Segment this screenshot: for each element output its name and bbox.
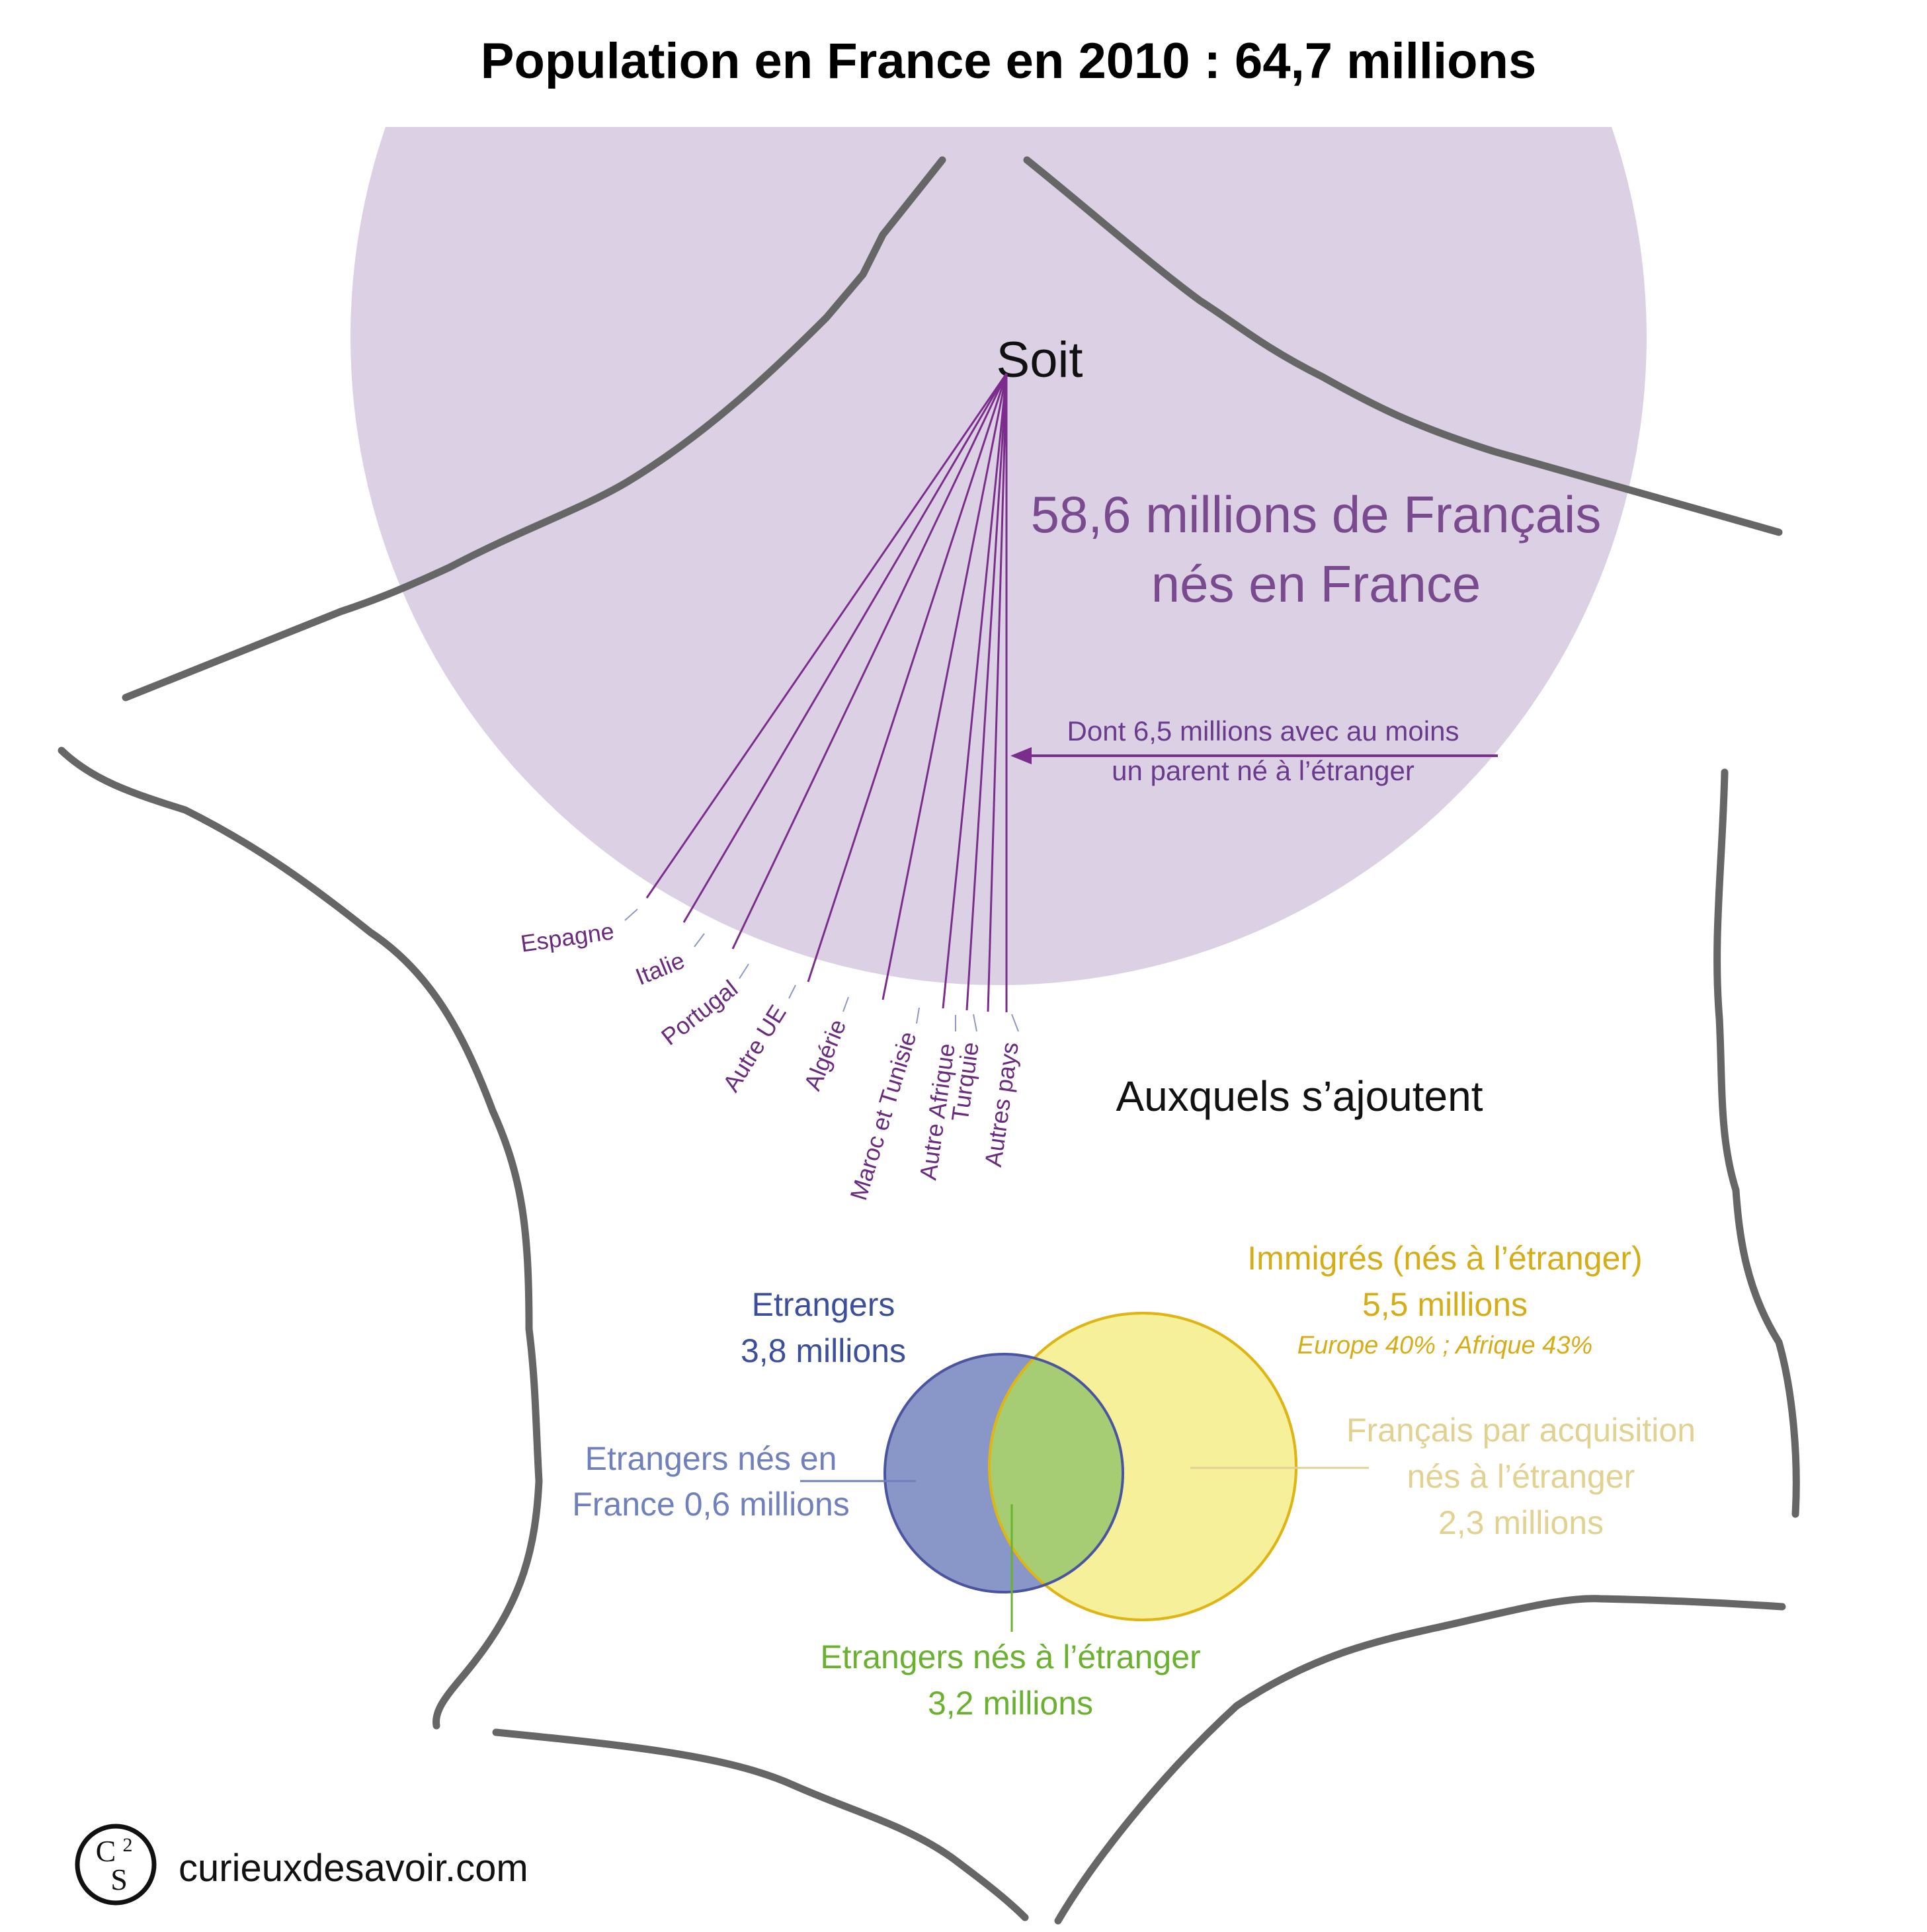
- french-born-label-line2: nés en France: [1151, 555, 1481, 613]
- tick-italie: [694, 933, 705, 947]
- auxquels-label: Auxquels s’ajoutent: [1116, 1072, 1483, 1120]
- fan-line-italie: [682, 373, 1008, 923]
- country-label-alg-rie: Algérie: [798, 1016, 851, 1094]
- french-born-label-line1: 58,6 millions de Français: [1031, 485, 1602, 543]
- francais-acquisition-line2: nés à l’étranger: [1407, 1458, 1635, 1495]
- logo-letter-s: S: [110, 1863, 128, 1896]
- tick-portugal: [739, 963, 749, 979]
- blue-circle-outline: [883, 1353, 1124, 1593]
- tick-espagne: [624, 908, 638, 921]
- etrangers-label-line1: Etrangers: [752, 1286, 895, 1323]
- yellow-circle-outline: [988, 1312, 1297, 1621]
- fan-line-maroc-et-tunisie: [942, 373, 1008, 1009]
- country-label-autres-pays: Autres pays: [979, 1040, 1024, 1168]
- francais-acquisition-line3: 2,3 millions: [1438, 1504, 1604, 1541]
- site-url[interactable]: curieuxdesavoir.com: [179, 1847, 528, 1890]
- etrangers-nes-etranger-line2: 3,2 millions: [928, 1685, 1093, 1722]
- fan-line-espagne: [645, 373, 1008, 899]
- c2s-logo: C 2 S: [75, 1824, 157, 1906]
- fan-line-turquie: [987, 373, 1008, 1012]
- page-title: Population en France en 2010 : 64,7 mill…: [481, 33, 1536, 89]
- country-label-autre-ue: Autre UE: [718, 1000, 792, 1097]
- country-label-italie: Italie: [632, 946, 688, 990]
- fan-line-portugal: [731, 373, 1008, 949]
- immigres-label-line1: Immigrés (nés à l’étranger): [1247, 1240, 1642, 1277]
- francais-acquisition-line1: Français par acquisition: [1346, 1412, 1696, 1449]
- border-south-east: [1054, 1595, 1786, 1925]
- tick-autres-pays: [1011, 1014, 1019, 1032]
- fan-line-autre-ue: [807, 373, 1008, 983]
- green-overlap: [989, 1354, 1123, 1592]
- tick-turquie: [973, 1014, 977, 1032]
- country-label-espagne: Espagne: [519, 917, 616, 957]
- etrangers-label-line2: 3,8 millions: [741, 1332, 906, 1369]
- fan-line-alg-rie: [882, 373, 1008, 1000]
- etrangers-nes-etranger-line1: Etrangers nés à l’étranger: [820, 1638, 1200, 1675]
- border-south-west: [492, 1728, 1029, 1921]
- country-label-portugal: Portugal: [656, 975, 743, 1051]
- etrangers-nes-france-line1: Etrangers nés en: [585, 1440, 837, 1477]
- fan-line-autre-afrique: [965, 373, 1008, 1011]
- parent-note-line2: un parent né à l’étranger: [1112, 755, 1414, 786]
- parent-note-line1: Dont 6,5 millions avec au moins: [1067, 715, 1459, 746]
- parent-note-arrow-head: [1010, 747, 1032, 764]
- tick-maroc-et-tunisie: [916, 1007, 920, 1024]
- tick-autre-ue: [788, 985, 796, 999]
- immigres-label-line2: 5,5 millions: [1362, 1286, 1528, 1323]
- border-north-east: [1023, 156, 1783, 536]
- border-west-coast: [58, 746, 543, 1730]
- france-outline: [58, 156, 1800, 1925]
- venn-diagram: [800, 1312, 1369, 1632]
- border-east: [1713, 768, 1800, 1518]
- logo-superscript: 2: [123, 1834, 133, 1856]
- tick-alg-rie: [842, 996, 849, 1012]
- population-circle: [350, 127, 1647, 985]
- border-north-west: [122, 156, 946, 702]
- etrangers-nes-france-line2: France 0,6 millions: [572, 1486, 850, 1523]
- logo-letter-c: C: [96, 1834, 116, 1868]
- soit-label: Soit: [997, 332, 1083, 388]
- country-label-maroc-et-tunisie: Maroc et Tunisie: [844, 1028, 921, 1203]
- immigres-detail: Europe 40% ; Afrique 43%: [1297, 1332, 1592, 1359]
- logo-ring: [75, 1824, 157, 1906]
